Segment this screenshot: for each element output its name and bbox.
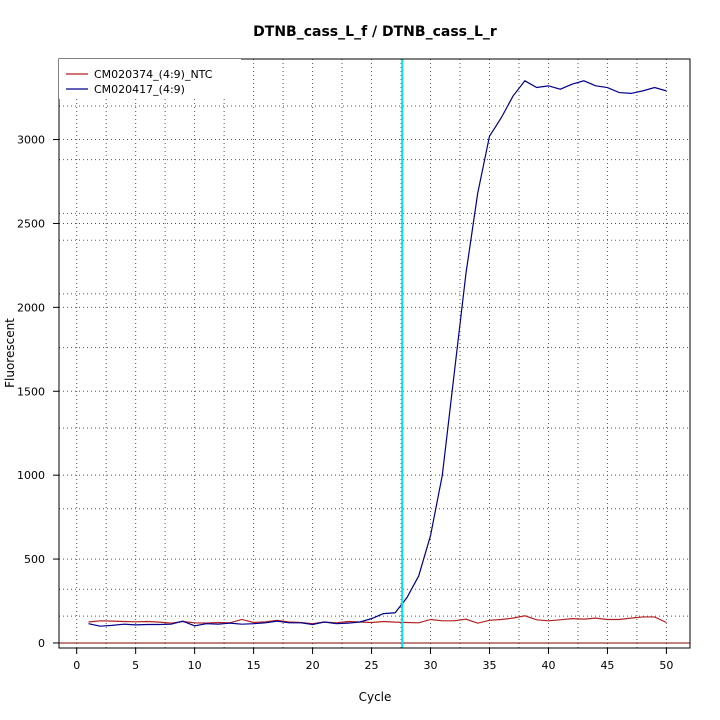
y-tick-label: 1500 (17, 385, 45, 398)
y-tick-label: 1000 (17, 469, 45, 482)
y-tick-label: 2500 (17, 217, 45, 230)
legend-box (59, 59, 241, 99)
x-tick-label: 0 (73, 659, 80, 672)
x-axis: 0 5 10 15 20 25 30 35 40 45 50 (73, 648, 673, 672)
y-tick-label: 500 (24, 553, 45, 566)
legend-label-0: CM020374_(4:9)_NTC (94, 68, 213, 81)
chart-title: DTNB_cass_L_f / DTNB_cass_L_r (253, 24, 497, 40)
y-tick-label: 0 (38, 637, 45, 650)
x-tick-label: 25 (365, 659, 379, 672)
plot-frame (58, 58, 691, 649)
y-axis-title: Fluorescent (3, 318, 17, 388)
x-tick-label: 20 (306, 659, 320, 672)
x-tick-label: 45 (600, 659, 614, 672)
x-tick-label: 5 (132, 659, 139, 672)
series-group (88, 80, 667, 627)
series-line-1 (88, 80, 667, 627)
legend-label-1: CM020417_(4:9) (94, 83, 185, 96)
x-tick-label: 15 (247, 659, 261, 672)
x-tick-label: 30 (424, 659, 438, 672)
x-tick-label: 50 (659, 659, 673, 672)
grid (59, 59, 690, 648)
series-line-0 (88, 615, 667, 625)
x-axis-title: Cycle (359, 690, 392, 704)
x-tick-label: 10 (188, 659, 202, 672)
legend: CM020374_(4:9)_NTC CM020417_(4:9) (59, 59, 241, 99)
x-tick-label: 40 (541, 659, 555, 672)
y-tick-label: 2000 (17, 301, 45, 314)
y-axis: 0 500 1000 1500 2000 2500 3000 (17, 134, 59, 650)
y-tick-label: 3000 (17, 134, 45, 147)
x-tick-label: 35 (482, 659, 496, 672)
